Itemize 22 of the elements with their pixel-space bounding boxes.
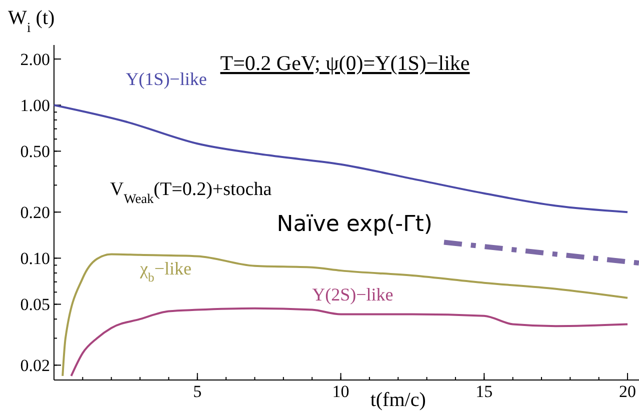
y-tick-label: 0.02 (20, 356, 50, 376)
x-axis-title: t(fm/c) (370, 389, 426, 411)
series-label: Naïve exp(-Γt) (276, 212, 433, 238)
y-tick-label: 0.50 (20, 142, 50, 162)
chart-title: T=0.2 GeV; ψ(0)=Υ(1S)−like (220, 51, 470, 75)
x-tick-label: 20 (619, 382, 636, 401)
series-label: Υ(1S)−like (126, 69, 207, 90)
line-series (54, 104, 629, 214)
y-tick-label: 1.00 (20, 96, 50, 116)
y-tick-label: 0.20 (20, 203, 50, 222)
y-tick-label: 0.10 (20, 249, 50, 268)
y-axis-title: W$_{i}$ (t) (8, 7, 55, 36)
y-tick-label: 2.00 (20, 50, 50, 69)
annotation: V$_{Weak}$(T=0.2)+stocha (110, 179, 272, 206)
y-tick-label: 0.05 (20, 295, 50, 314)
series-label: χ$_{b}$−like (139, 258, 192, 285)
line-series (62, 253, 629, 377)
x-tick-label: 15 (476, 382, 493, 401)
line-series (70, 307, 629, 377)
x-tick-label: 10 (332, 382, 350, 401)
series-label: Υ(2S)−like (312, 284, 394, 304)
x-tick-label: 5 (193, 382, 202, 401)
